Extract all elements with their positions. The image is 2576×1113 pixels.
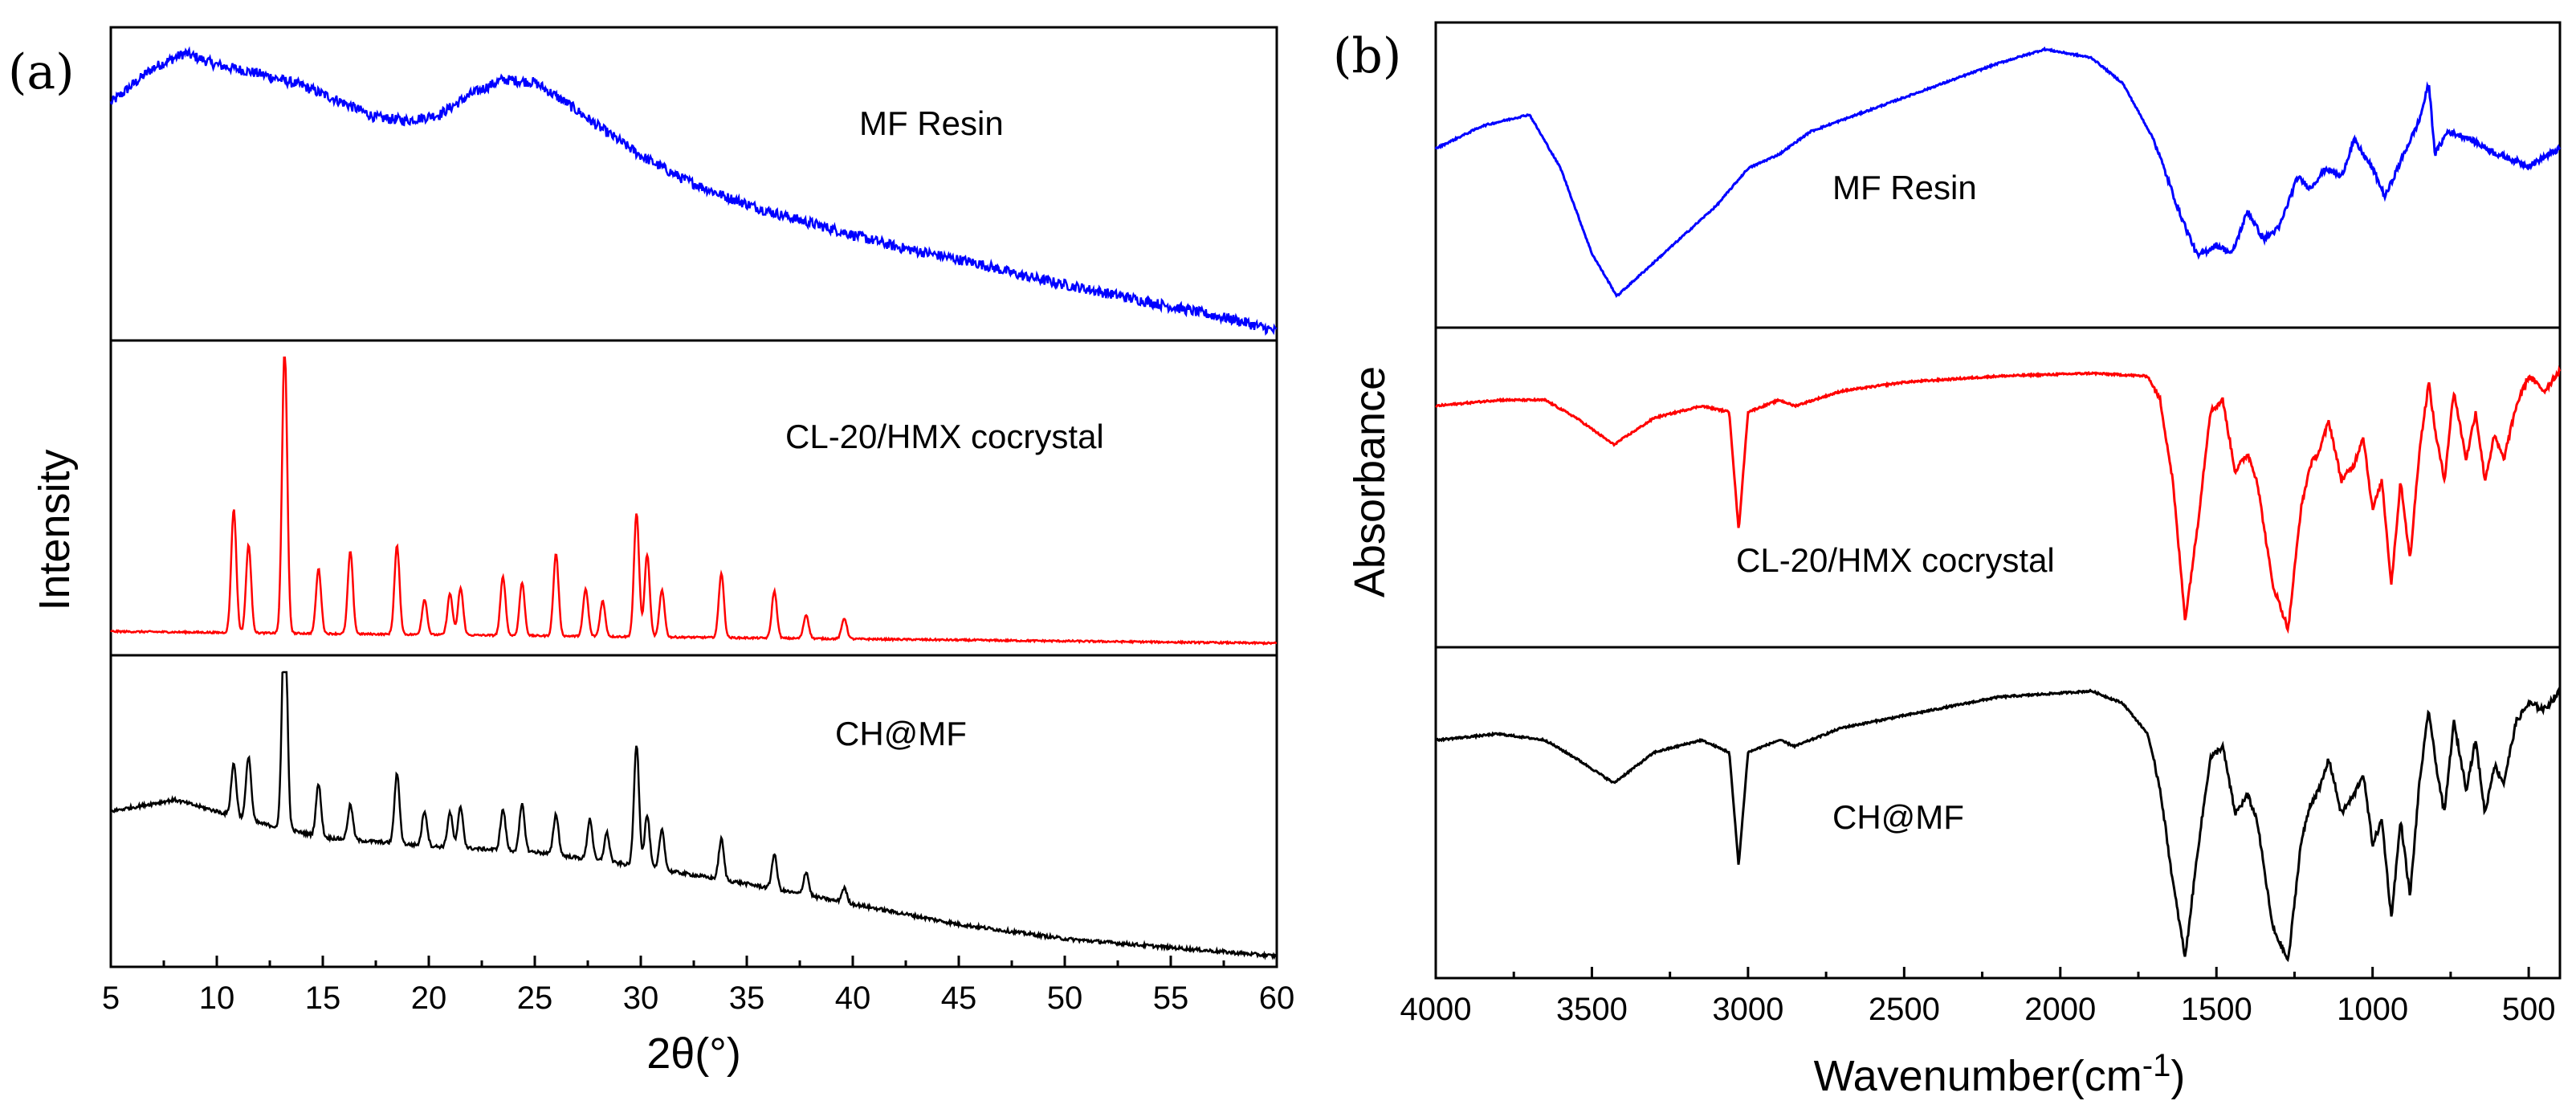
panel-b-x-tick-label: 500 [2502,992,2556,1027]
panel-a-x-tick-label: 10 [199,980,235,1016]
panel-b-line-2 [1434,687,2562,963]
panel-a-series-label-cocrystal: CL-20/HMX cocrystal [785,418,1104,455]
panel-a-x-ticks: 5 10 15 20 25 30 35 40 45 50 55 60 [102,956,1294,1016]
panel-b-series-group [1434,46,2562,963]
panel-a-x-tick-label: 35 [729,980,765,1016]
panel-a-x-axis-title: 2θ(°) [646,1029,741,1078]
panel-a-y-axis-title: Intensity [31,449,79,610]
panel-a-x-tick-label: 40 [835,980,871,1016]
panel-b-line-1 [1435,365,2562,634]
panel-b-x-ticks: 4000 3500 3000 2500 2000 1500 1000 500 [1400,967,2556,1027]
panel-a-series-label-mf-resin: MF Resin [859,104,1004,142]
panel-b-x-tick-label: 4000 [1400,992,1472,1027]
panel-b-ftir: (b) 4000 3500 3000 2500 2000 1500 1000 500 MF R… [1333,21,2562,1100]
panel-b-frame [1434,21,2562,980]
panel-a-line-2 [110,671,1278,960]
panel-a-x-tick-label: 5 [102,980,120,1016]
panel-a-x-tick-label: 30 [623,980,659,1016]
panel-b-x-tick-label: 2500 [1869,992,1940,1027]
panel-b-x-tick-label: 3500 [1556,992,1628,1027]
panel-b-series-label-mf-resin: MF Resin [1832,169,1977,206]
panel-a-line-0 [109,46,1278,336]
panel-a-xrd: (a) 5 10 15 20 25 30 35 40 45 50 55 60 MF Resin CL-… [8,26,1294,1078]
panel-a-x-tick-label: 55 [1153,980,1189,1016]
panel-b-x-axis-title: Wavenumber(cm-1) [1814,1048,2186,1100]
panel-a-line-1 [110,357,1278,646]
panel-a-x-tick-label: 50 [1047,980,1083,1016]
panel-a-series-group [109,46,1278,960]
panel-b-x-axis-title-main: Wavenumber(cm [1814,1052,2142,1100]
panel-b-x-tick-label: 2000 [2024,992,2096,1027]
panel-b-y-axis-title: Absorbance [1346,366,1394,597]
panel-b-series-label-cocrystal: CL-20/HMX cocrystal [1736,541,2055,579]
panel-a-label: (a) [8,44,75,100]
panel-b-x-axis-title-sup: -1 [2142,1048,2171,1083]
panel-b-label: (b) [1333,28,1401,84]
panel-a-x-tick-label: 60 [1259,980,1295,1016]
panel-a-x-tick-label: 45 [941,980,977,1016]
panel-b-x-tick-label: 1500 [2181,992,2252,1027]
panel-b-x-tick-label: 3000 [1712,992,1783,1027]
panel-b-x-axis-title-end: ) [2170,1052,2185,1100]
panel-b-series-label-ch-mf: CH@MF [1832,798,1964,836]
panel-a-frame [109,26,1278,968]
panel-a-x-tick-label: 25 [517,980,553,1016]
panel-b-x-tick-label: 1000 [2337,992,2408,1027]
panel-b-line-0 [1434,46,2562,299]
panel-a-series-label-ch-mf: CH@MF [835,715,967,752]
panel-a-x-tick-label: 15 [305,980,341,1016]
panel-a-x-tick-label: 20 [411,980,447,1016]
